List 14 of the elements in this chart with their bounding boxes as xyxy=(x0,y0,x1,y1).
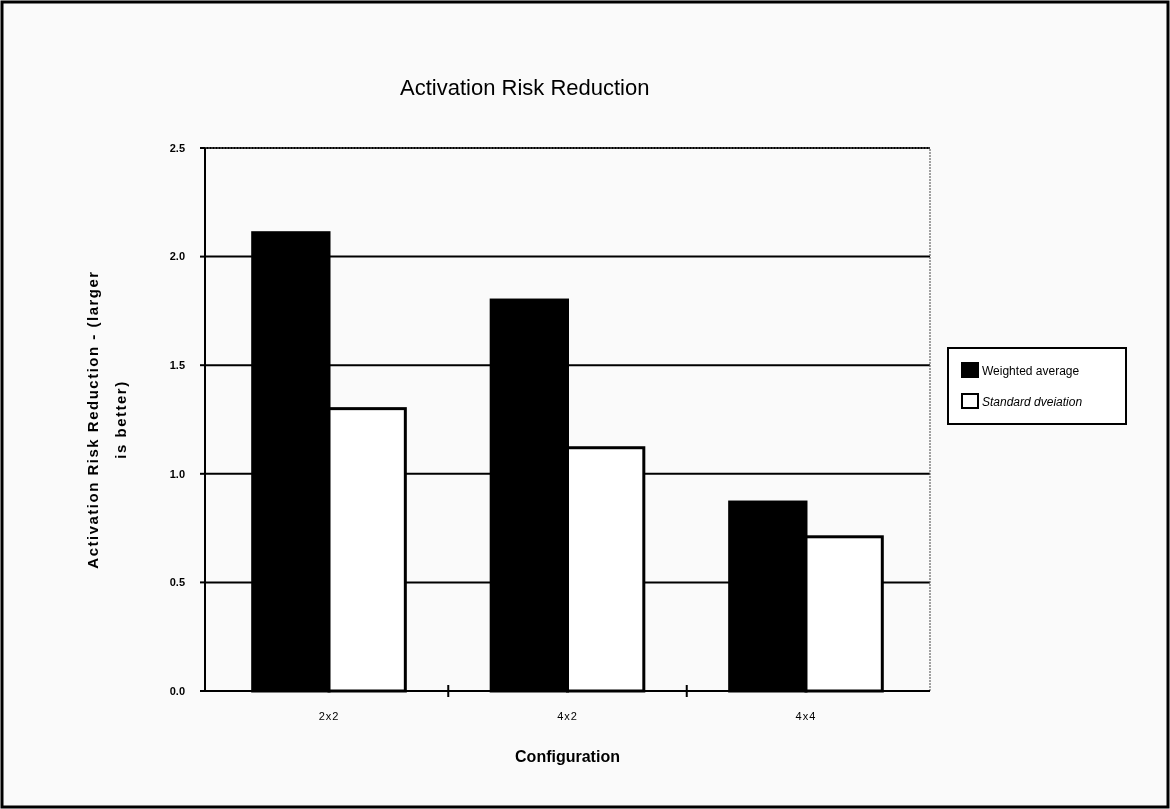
x-tick-label: 4x2 xyxy=(557,710,578,722)
legend-label: Standard dveiation xyxy=(982,395,1083,409)
y-tick-label: 2.0 xyxy=(169,250,185,263)
x-tick-label: 2x2 xyxy=(318,710,340,722)
x-tick-label: 4x4 xyxy=(795,710,817,722)
y-tick-label: 0.0 xyxy=(169,684,185,697)
y-tick-label: 2.5 xyxy=(169,141,185,154)
y-axis-title: Activation Risk Reduction - (larger is better) xyxy=(84,270,129,569)
y-tick-label: 1.5 xyxy=(169,359,185,372)
x-axis-title: Configuration xyxy=(515,748,620,765)
legend-label: Weighted average xyxy=(982,364,1080,378)
y-tick-label: 0.5 xyxy=(169,576,185,589)
y-tick-label: 1.0 xyxy=(169,467,185,480)
chart-title: Activation Risk Reduction xyxy=(400,75,650,100)
